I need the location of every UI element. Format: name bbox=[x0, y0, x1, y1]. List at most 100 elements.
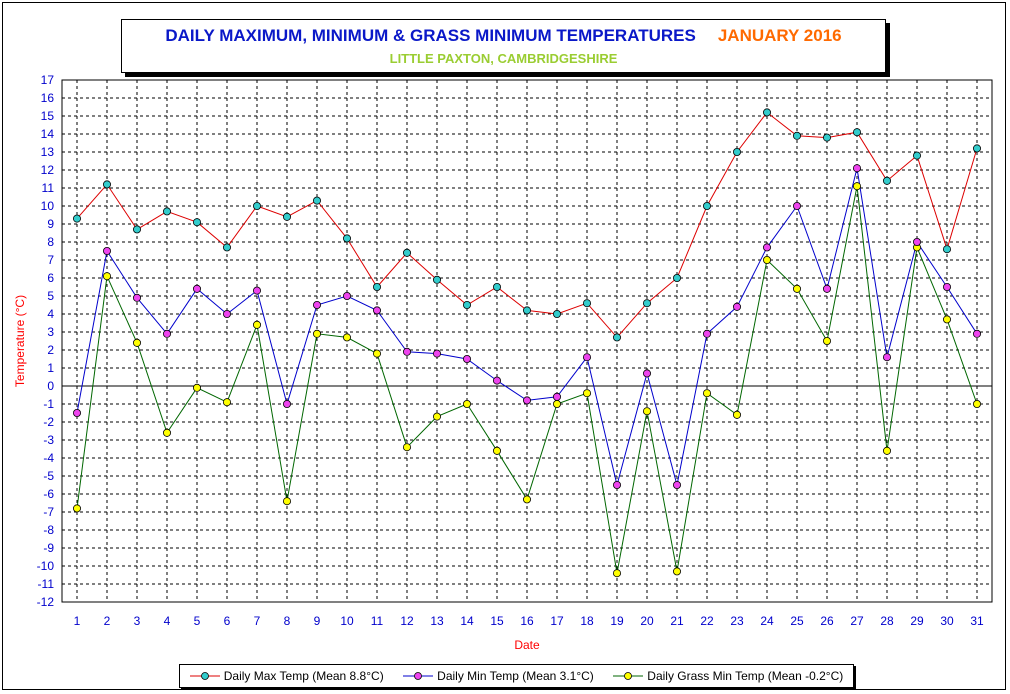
data-point-grass bbox=[883, 446, 892, 455]
data-point-grass bbox=[192, 383, 201, 392]
x-tick-label: 7 bbox=[254, 614, 261, 628]
data-point-max bbox=[793, 131, 802, 140]
legend-swatch-max bbox=[189, 672, 220, 680]
y-tick-label: -7 bbox=[43, 505, 54, 519]
y-tick-label: -5 bbox=[43, 469, 54, 483]
x-tick-label: 12 bbox=[400, 614, 414, 628]
y-tick-label: 2 bbox=[47, 343, 54, 357]
data-point-grass bbox=[973, 399, 982, 408]
x-tick-label: 14 bbox=[460, 614, 474, 628]
x-tick-label: 16 bbox=[520, 614, 534, 628]
legend-swatch-min bbox=[403, 672, 434, 680]
chart-subtitle: LITTLE PAXTON, CAMBRIDGESHIRE bbox=[389, 51, 618, 66]
data-point-min bbox=[973, 329, 982, 338]
data-point-min bbox=[192, 284, 201, 293]
data-point-min bbox=[432, 349, 441, 358]
y-tick-label: -11 bbox=[38, 577, 55, 591]
data-point-grass bbox=[793, 284, 802, 293]
data-point-grass bbox=[462, 399, 471, 408]
chart-legend: Daily Max Temp (Mean 8.8°C) Daily Min Te… bbox=[179, 664, 854, 688]
y-tick-label: 7 bbox=[47, 253, 54, 267]
data-point-max bbox=[523, 306, 532, 315]
y-tick-label: 14 bbox=[41, 127, 55, 141]
data-point-min bbox=[462, 354, 471, 363]
data-point-grass bbox=[222, 398, 231, 407]
x-tick-label: 30 bbox=[940, 614, 954, 628]
x-tick-label: 25 bbox=[790, 614, 804, 628]
x-tick-label: 10 bbox=[340, 614, 354, 628]
x-tick-label: 19 bbox=[610, 614, 624, 628]
y-tick-label: 5 bbox=[47, 289, 54, 303]
data-point-min bbox=[282, 399, 291, 408]
legend-label-max: Daily Max Temp (Mean 8.8°C) bbox=[223, 669, 384, 683]
data-point-max bbox=[372, 282, 381, 291]
data-point-max bbox=[883, 176, 892, 185]
data-point-min bbox=[162, 329, 171, 338]
data-point-grass bbox=[132, 338, 141, 347]
x-axis-label: Date bbox=[514, 638, 540, 652]
x-tick-label: 4 bbox=[164, 614, 171, 628]
data-point-grass bbox=[492, 446, 501, 455]
x-tick-label: 17 bbox=[550, 614, 564, 628]
y-tick-label: 16 bbox=[41, 91, 55, 105]
data-point-max bbox=[132, 225, 141, 234]
data-point-min bbox=[733, 302, 742, 311]
data-point-max bbox=[733, 147, 742, 156]
data-point-grass bbox=[643, 407, 652, 416]
y-tick-label: -3 bbox=[43, 433, 54, 447]
data-point-min bbox=[883, 353, 892, 362]
data-point-max bbox=[432, 275, 441, 284]
x-tick-label: 18 bbox=[580, 614, 594, 628]
x-tick-label: 2 bbox=[104, 614, 111, 628]
chart-title-box: DAILY MAXIMUM, MINIMUM & GRASS MINIMUM T… bbox=[121, 19, 886, 73]
data-point-min bbox=[793, 201, 802, 210]
data-point-grass bbox=[73, 504, 82, 513]
data-point-min bbox=[132, 293, 141, 302]
y-tick-label: 12 bbox=[41, 163, 55, 177]
x-tick-label: 6 bbox=[224, 614, 231, 628]
x-tick-label: 11 bbox=[371, 614, 384, 628]
data-point-max bbox=[103, 180, 112, 189]
data-point-max bbox=[492, 282, 501, 291]
data-point-grass bbox=[103, 272, 112, 281]
data-point-grass bbox=[162, 428, 171, 437]
legend-swatch-grass bbox=[613, 672, 644, 680]
x-tick-label: 31 bbox=[970, 614, 984, 628]
data-point-grass bbox=[523, 495, 532, 504]
legend-item-grass: Daily Grass Min Temp (Mean -0.2°C) bbox=[613, 669, 843, 683]
data-point-grass bbox=[583, 389, 592, 398]
data-point-max bbox=[222, 243, 231, 252]
data-point-min bbox=[853, 164, 862, 173]
chart-title: DAILY MAXIMUM, MINIMUM & GRASS MINIMUM T… bbox=[122, 26, 885, 46]
y-tick-label: 0 bbox=[47, 379, 54, 393]
data-point-min bbox=[823, 284, 832, 293]
data-point-max bbox=[312, 196, 321, 205]
data-point-min bbox=[583, 353, 592, 362]
legend-label-grass: Daily Grass Min Temp (Mean -0.2°C) bbox=[647, 669, 844, 683]
data-point-min bbox=[103, 246, 112, 255]
x-tick-label: 5 bbox=[194, 614, 201, 628]
y-tick-label: 8 bbox=[47, 235, 54, 249]
data-point-grass bbox=[372, 349, 381, 358]
x-tick-label: 22 bbox=[700, 614, 714, 628]
x-tick-label: 15 bbox=[490, 614, 504, 628]
data-point-max bbox=[973, 144, 982, 153]
y-tick-label: 6 bbox=[47, 271, 54, 285]
data-point-grass bbox=[613, 569, 622, 578]
x-tick-label: 28 bbox=[880, 614, 894, 628]
y-tick-label: 9 bbox=[47, 217, 54, 231]
y-tick-label: -8 bbox=[43, 523, 54, 537]
y-tick-label: 13 bbox=[41, 145, 55, 159]
data-point-grass bbox=[733, 410, 742, 419]
data-point-grass bbox=[282, 497, 291, 506]
data-point-max bbox=[643, 299, 652, 308]
y-tick-label: 3 bbox=[47, 325, 54, 339]
data-point-min bbox=[222, 309, 231, 318]
y-tick-label: 10 bbox=[41, 199, 55, 213]
data-point-max bbox=[613, 333, 622, 342]
data-point-grass bbox=[553, 399, 562, 408]
data-point-min bbox=[763, 243, 772, 252]
y-tick-label: -12 bbox=[37, 595, 55, 609]
x-tick-label: 20 bbox=[640, 614, 654, 628]
x-tick-label: 26 bbox=[820, 614, 834, 628]
